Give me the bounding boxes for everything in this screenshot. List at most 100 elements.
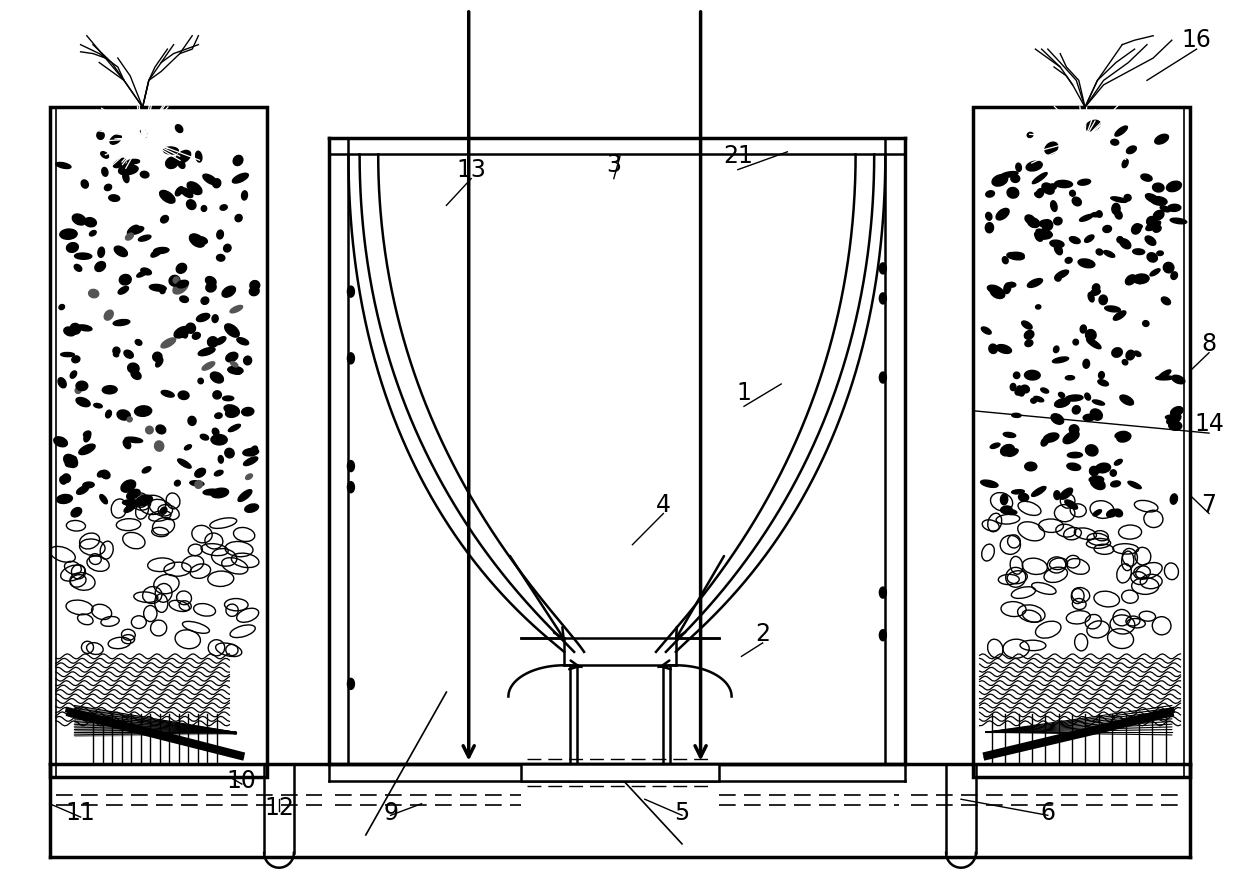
Ellipse shape — [196, 313, 210, 321]
Ellipse shape — [128, 159, 140, 163]
Ellipse shape — [161, 390, 174, 397]
Ellipse shape — [1167, 414, 1180, 424]
Ellipse shape — [1110, 470, 1116, 476]
Ellipse shape — [175, 480, 180, 486]
Ellipse shape — [1054, 398, 1070, 407]
Ellipse shape — [1016, 163, 1022, 171]
Ellipse shape — [94, 404, 102, 408]
Ellipse shape — [1004, 283, 1011, 294]
Ellipse shape — [222, 286, 236, 297]
Ellipse shape — [1090, 409, 1102, 421]
Ellipse shape — [1097, 380, 1109, 386]
Text: 14: 14 — [1194, 413, 1224, 436]
Ellipse shape — [1111, 481, 1121, 487]
Ellipse shape — [216, 337, 226, 345]
Ellipse shape — [1001, 494, 1008, 505]
Ellipse shape — [153, 352, 162, 362]
Ellipse shape — [88, 289, 99, 297]
Ellipse shape — [140, 171, 149, 178]
Ellipse shape — [1002, 509, 1017, 514]
Ellipse shape — [249, 446, 258, 455]
Ellipse shape — [1054, 217, 1063, 225]
Text: 5: 5 — [675, 801, 689, 824]
Ellipse shape — [1037, 230, 1044, 233]
Ellipse shape — [1065, 500, 1078, 509]
Ellipse shape — [231, 362, 238, 367]
Ellipse shape — [203, 174, 217, 185]
Ellipse shape — [1042, 220, 1053, 230]
Ellipse shape — [211, 435, 227, 445]
Ellipse shape — [219, 204, 227, 210]
Ellipse shape — [195, 237, 207, 245]
Ellipse shape — [128, 417, 133, 421]
Ellipse shape — [986, 191, 994, 197]
Ellipse shape — [1085, 235, 1094, 242]
Ellipse shape — [1068, 453, 1083, 458]
Ellipse shape — [84, 218, 97, 227]
Ellipse shape — [1039, 221, 1047, 226]
Ellipse shape — [1007, 449, 1018, 456]
Ellipse shape — [177, 459, 191, 468]
Ellipse shape — [105, 410, 112, 418]
Ellipse shape — [246, 474, 253, 480]
Ellipse shape — [213, 391, 222, 399]
Ellipse shape — [1086, 338, 1101, 349]
Ellipse shape — [1089, 476, 1104, 483]
Ellipse shape — [126, 489, 140, 499]
Ellipse shape — [223, 245, 231, 252]
Ellipse shape — [203, 489, 219, 495]
Ellipse shape — [123, 499, 140, 505]
Ellipse shape — [988, 344, 997, 354]
Ellipse shape — [1001, 171, 1018, 178]
Ellipse shape — [172, 281, 188, 294]
Ellipse shape — [1032, 487, 1047, 497]
Ellipse shape — [226, 408, 239, 417]
Ellipse shape — [1132, 224, 1141, 234]
Ellipse shape — [77, 486, 88, 495]
Ellipse shape — [136, 271, 148, 277]
Ellipse shape — [212, 314, 218, 322]
Ellipse shape — [243, 356, 252, 365]
Text: 7: 7 — [1202, 493, 1216, 516]
Ellipse shape — [243, 448, 259, 456]
Ellipse shape — [1054, 346, 1059, 353]
Ellipse shape — [1133, 274, 1149, 284]
Ellipse shape — [135, 495, 153, 506]
Text: 6: 6 — [1040, 801, 1055, 824]
Ellipse shape — [53, 437, 67, 446]
Ellipse shape — [1073, 339, 1079, 345]
Ellipse shape — [1034, 230, 1053, 239]
Ellipse shape — [1050, 201, 1056, 212]
Ellipse shape — [179, 391, 188, 399]
Ellipse shape — [135, 405, 151, 416]
Ellipse shape — [155, 441, 164, 451]
Ellipse shape — [1034, 396, 1044, 402]
Ellipse shape — [62, 474, 71, 482]
Ellipse shape — [1078, 179, 1091, 185]
Ellipse shape — [1011, 383, 1016, 390]
Ellipse shape — [110, 135, 122, 144]
Ellipse shape — [113, 158, 125, 168]
Ellipse shape — [207, 337, 218, 347]
Ellipse shape — [1133, 224, 1142, 230]
Ellipse shape — [1112, 347, 1122, 357]
Ellipse shape — [217, 255, 224, 261]
Ellipse shape — [1091, 213, 1101, 217]
Ellipse shape — [232, 368, 242, 374]
Ellipse shape — [201, 434, 208, 440]
Ellipse shape — [122, 480, 135, 492]
Ellipse shape — [160, 507, 167, 514]
Ellipse shape — [128, 363, 139, 373]
Ellipse shape — [1084, 414, 1095, 421]
Ellipse shape — [186, 323, 196, 333]
Text: 1: 1 — [737, 381, 751, 405]
Ellipse shape — [76, 388, 81, 394]
Ellipse shape — [347, 461, 355, 472]
Ellipse shape — [1126, 350, 1135, 360]
Ellipse shape — [1083, 359, 1090, 368]
Ellipse shape — [981, 327, 991, 334]
Ellipse shape — [981, 480, 998, 488]
Ellipse shape — [192, 332, 201, 339]
Ellipse shape — [1154, 134, 1168, 144]
Ellipse shape — [226, 353, 238, 362]
